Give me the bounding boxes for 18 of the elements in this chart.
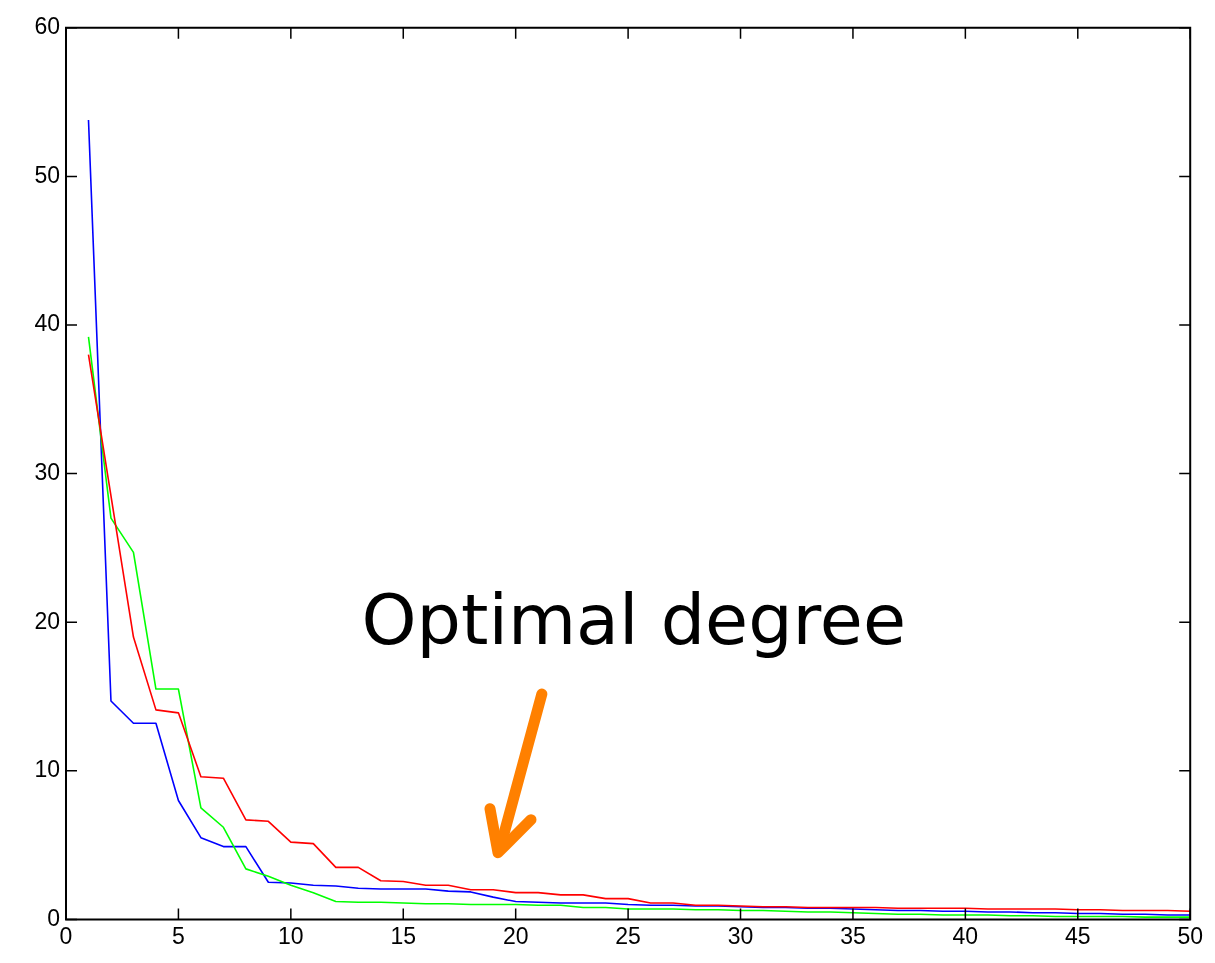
x-tick-label: 10	[278, 922, 304, 949]
x-tick-label: 30	[727, 922, 754, 949]
y-tick-label: 50	[34, 161, 60, 188]
y-tick-label: 30	[34, 458, 60, 485]
y-tick-label: 40	[34, 310, 60, 337]
x-tick-label: 45	[1064, 922, 1091, 949]
x-tick-label: 25	[615, 922, 641, 949]
y-tick-label: 0	[47, 904, 60, 931]
x-tick-label: 35	[840, 922, 866, 949]
x-tick-label: 20	[502, 922, 529, 949]
y-tick-label: 60	[34, 13, 60, 40]
x-tick-label: 5	[172, 922, 185, 949]
y-tick-label: 20	[34, 607, 60, 634]
x-tick-label: 50	[1177, 922, 1204, 949]
y-tick-label: 10	[34, 756, 60, 783]
x-tick-label: 40	[952, 922, 979, 949]
x-tick-label: 15	[390, 922, 417, 949]
annotation: Optimal degree	[361, 578, 906, 661]
